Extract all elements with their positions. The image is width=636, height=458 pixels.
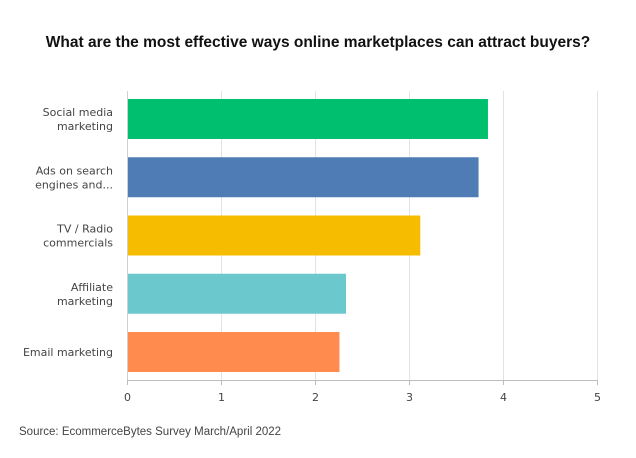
chart-title: What are the most effective ways online … [45, 34, 591, 51]
bar-2 [128, 215, 421, 256]
bar-3 [128, 273, 347, 314]
x-axis: 0 1 2 3 4 5 [124, 91, 601, 404]
bar-1 [128, 157, 479, 198]
category-label-1: Ads on search engines and... [35, 164, 113, 191]
source-note: Source: EcommerceBytes Survey March/Apri… [19, 426, 282, 438]
x-tick-label-2: 2 [312, 391, 319, 404]
x-tick-label-4: 4 [500, 391, 507, 404]
bars [128, 99, 488, 372]
bar-4 [128, 332, 340, 372]
bar-0 [128, 99, 488, 139]
category-label-4: Email marketing [23, 346, 113, 359]
x-tick-label-5: 5 [594, 391, 601, 404]
category-label-2: TV / Radio commercials [43, 223, 113, 250]
category-label-0: Social media marketing [43, 106, 113, 133]
x-tick-label-0: 0 [124, 391, 131, 404]
category-label-3: Affiliate marketing [57, 281, 113, 308]
category-labels: Social media marketing Ads on search engine… [23, 106, 113, 359]
x-tick-label-3: 3 [406, 391, 413, 404]
x-tick-label-1: 1 [218, 391, 225, 404]
